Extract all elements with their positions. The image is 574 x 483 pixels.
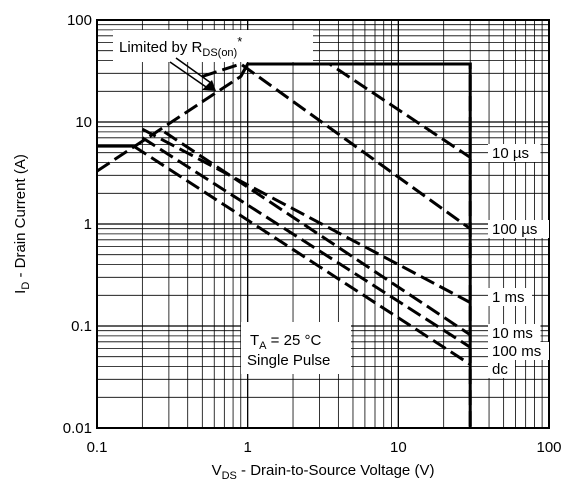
series-label: 100 µs bbox=[492, 221, 537, 238]
conditions-line1-main: T bbox=[250, 332, 259, 349]
series-label: 10 ms bbox=[492, 325, 533, 342]
series-line bbox=[239, 62, 472, 159]
conditions-annotation: TA = 25 °C Single Pulse bbox=[241, 322, 351, 374]
series-line bbox=[141, 136, 472, 349]
series-layer bbox=[96, 62, 472, 428]
conditions-line1-rest: = 25 °C bbox=[267, 332, 322, 349]
series-label-background bbox=[488, 144, 541, 162]
series-line bbox=[141, 127, 471, 304]
y-axis-label: ID - Drain Current (A) bbox=[12, 154, 32, 294]
series-label-background bbox=[488, 342, 549, 360]
x-tick-label: 100 bbox=[536, 439, 561, 456]
series-label-background bbox=[488, 324, 541, 342]
series-label-background bbox=[488, 288, 532, 306]
y-tick-label: 0.1 bbox=[71, 318, 92, 335]
series-label: dc bbox=[492, 361, 508, 378]
series-label: 1 ms bbox=[492, 289, 525, 306]
tick-labels: 0.1 1 10 100 0.01 0.1 1 10 100 bbox=[63, 12, 562, 456]
svg-text:Limited by RDS(on)*: Limited by RDS(on)* bbox=[119, 34, 242, 59]
conditions-line2: Single Pulse bbox=[247, 352, 330, 369]
series-label-background bbox=[488, 220, 549, 238]
series-line bbox=[201, 62, 472, 230]
x-tick-label: 0.1 bbox=[87, 439, 108, 456]
limit-annotation-prefix: Limited by R bbox=[119, 39, 203, 56]
y-tick-label: 10 bbox=[75, 114, 92, 131]
y-tick-label: 0.01 bbox=[63, 420, 92, 437]
limit-annotation-sub: DS(on) bbox=[202, 47, 237, 59]
series-line bbox=[132, 144, 472, 366]
series-label: 10 µs bbox=[492, 145, 529, 162]
x-tick-label: 10 bbox=[390, 439, 407, 456]
series-label: 100 ms bbox=[492, 343, 541, 360]
limit-arrow-shaft-1 bbox=[169, 61, 210, 90]
x-tick-label: 1 bbox=[243, 439, 251, 456]
limit-annotation: Limited by RDS(on)* bbox=[113, 30, 313, 91]
limit-arrow-shaft-2 bbox=[175, 57, 212, 84]
svg-text:TA = 25 °C: TA = 25 °C bbox=[250, 332, 321, 352]
series-label-background bbox=[488, 360, 515, 378]
conditions-line1-sub: A bbox=[259, 340, 267, 352]
y-tick-label: 1 bbox=[84, 216, 92, 233]
limit-annotation-suffix: * bbox=[237, 34, 242, 49]
series-line bbox=[163, 130, 472, 337]
y-tick-label: 100 bbox=[67, 12, 92, 29]
limit-arrow-head bbox=[202, 80, 216, 91]
x-axis-label: VDS - Drain-to-Source Voltage (V) bbox=[212, 462, 435, 482]
